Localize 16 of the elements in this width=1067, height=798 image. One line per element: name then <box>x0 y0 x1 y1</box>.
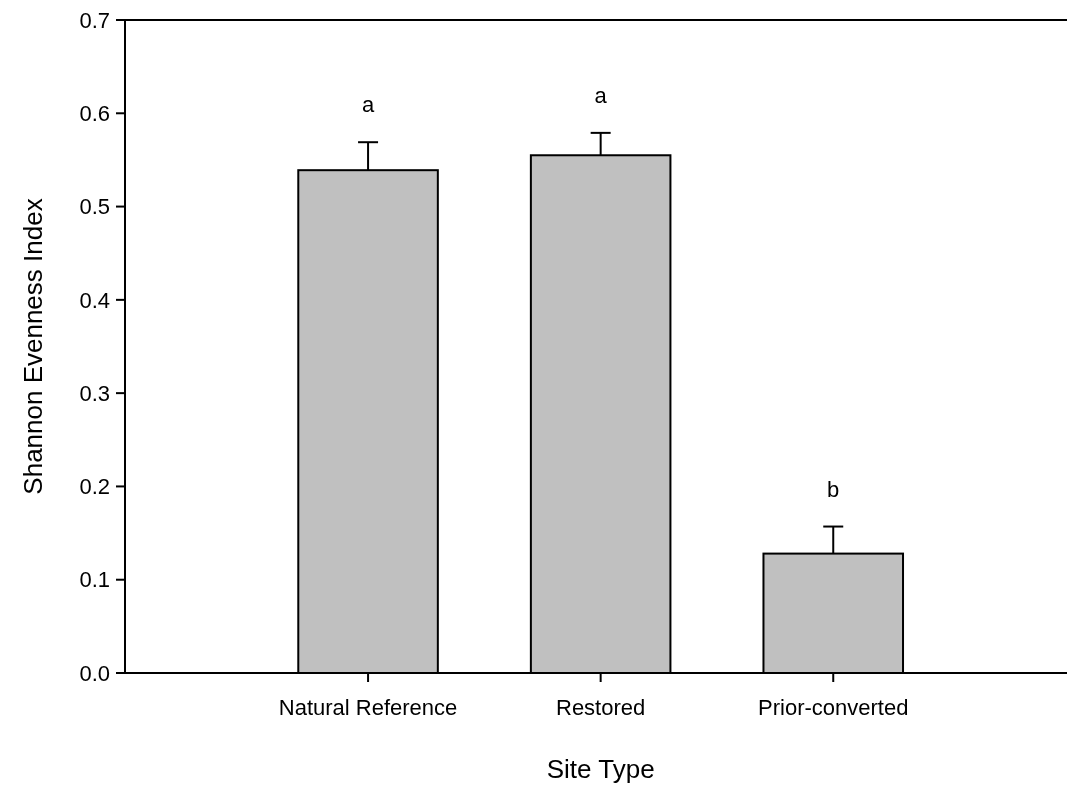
x-tick-label: Prior-converted <box>758 695 909 720</box>
annotation: a <box>594 82 608 108</box>
y-tick-label: 0.2 <box>79 474 110 500</box>
x-tick-label: Restored <box>556 695 646 720</box>
x-tick-label: Natural Reference <box>278 695 458 720</box>
annotation: b <box>827 476 840 502</box>
annotation: a <box>361 92 375 118</box>
y-axis-title: Shannon Evenness Index <box>18 198 48 495</box>
y-tick-label: 0.5 <box>79 194 110 220</box>
y-tick-label: 0.3 <box>79 380 110 406</box>
x-axis-title: Site Type <box>546 754 655 784</box>
y-tick-label: 0.6 <box>79 100 110 126</box>
y-tick-label: 0.1 <box>79 567 110 593</box>
y-tick-label: 0.0 <box>79 660 110 686</box>
y-tick-label: 0.4 <box>79 287 110 313</box>
y-tick-label: 0.7 <box>79 7 110 33</box>
